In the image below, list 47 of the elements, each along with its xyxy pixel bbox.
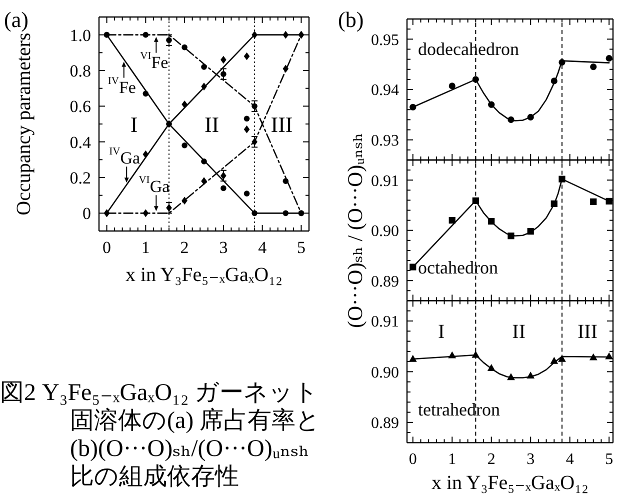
y-tick-label: 0.91 (371, 172, 399, 190)
y-tick-label: 0.89 (371, 273, 399, 290)
text: tetrahedron (418, 400, 500, 420)
x-tick-label: 4 (566, 451, 574, 468)
annotation: III (578, 320, 598, 343)
x-tick-label: 2 (180, 238, 189, 258)
caption: 図2 Y₃Fe₅₋ₓGaₓO₁₂ ガーネット固溶体の(a) 席占有率と(b)(O···O)ₛₕ/(O···O)ᵤₙₛₕ比の組成依存性 (0, 379, 322, 491)
y-tick-label: 0.4 (70, 132, 92, 152)
x-axis-title: x in Y₃Fe₅₋ₓGaₓO₁₂ (431, 472, 589, 494)
annotation: II (204, 112, 220, 136)
x-tick-label: 0 (408, 451, 417, 468)
y-tick-label: 1.0 (70, 26, 91, 45)
text: dodecahedron (418, 39, 519, 59)
x-tick-label: 3 (526, 451, 535, 468)
y-tick-label: 0.2 (70, 168, 91, 188)
x-tick-label: 5 (296, 238, 306, 258)
annotation: $^{VI}$Ga (138, 175, 170, 196)
y-tick-label: 0.90 (371, 364, 399, 382)
y-axis-title: Occupancy parameters (13, 32, 35, 216)
y-tick-label: 0.89 (371, 415, 399, 432)
x-tick-label: 1 (141, 238, 150, 258)
annotation: I (130, 112, 138, 136)
y-tick-label: 0.95 (371, 32, 399, 49)
x-tick-label: 2 (487, 451, 496, 468)
annotation: $^{IV}$Fe (108, 76, 136, 96)
y-tick-label: 0.8 (70, 62, 91, 81)
text: (b) (338, 7, 364, 32)
x-tick-label: 3 (219, 238, 228, 258)
x-tick-label: 4 (258, 238, 268, 258)
annotation: II (512, 320, 526, 343)
x-tick-label: 1 (448, 451, 456, 468)
text: (a) (4, 7, 28, 32)
annotation: III (270, 112, 293, 136)
y-tick-label: 0.91 (371, 314, 399, 331)
y-axis-title: (O···O)ₛₕ / (O···O)ᵤₙₛₕ (343, 132, 367, 328)
annotation: I (438, 320, 445, 343)
x-axis-title: x in Y₃Fe₅₋ₓGaₓO₁₂ (125, 264, 283, 286)
y-tick-label: 0.93 (371, 132, 399, 150)
y-tick-label: 0 (82, 204, 91, 224)
y-tick-label: 0.6 (70, 97, 91, 116)
annotation: $^{VI}$Fe (140, 50, 168, 72)
x-tick-label: 0 (102, 238, 112, 258)
y-tick-label: 0.94 (371, 82, 399, 100)
annotation: $^{IV}$Ga (109, 146, 141, 168)
x-tick-label: 5 (605, 451, 614, 468)
y-tick-label: 0.90 (371, 223, 399, 240)
text: octahedron (418, 258, 498, 278)
